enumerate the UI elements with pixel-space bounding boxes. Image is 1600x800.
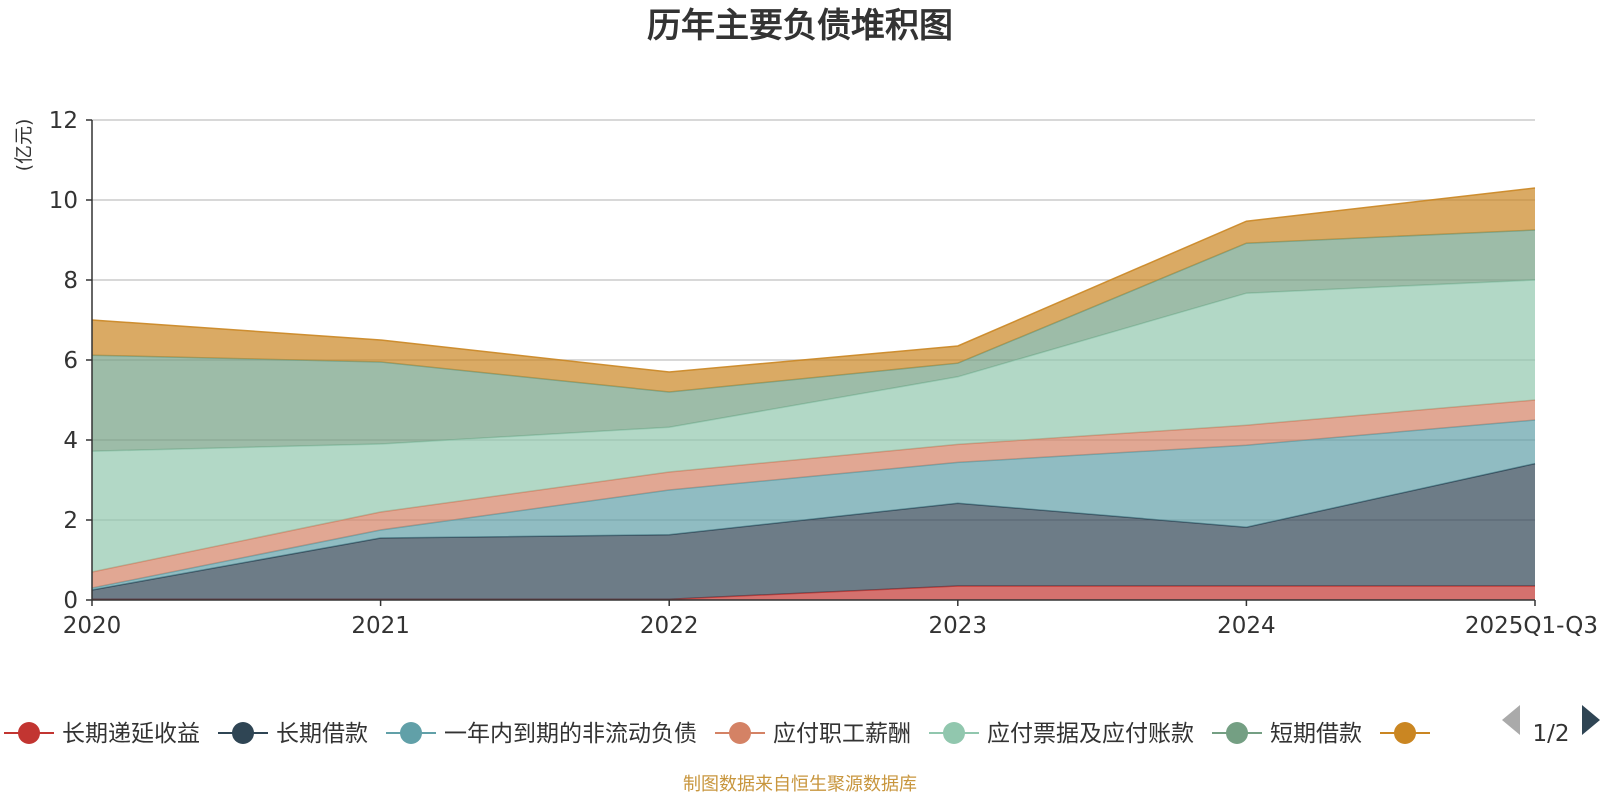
chart-title: 历年主要负债堆积图	[647, 6, 953, 46]
legend-prev-arrow-icon[interactable]	[1502, 705, 1520, 735]
legend-item[interactable]	[1380, 722, 1430, 744]
legend-label: 长期借款	[276, 721, 368, 747]
area-series-4[interactable]	[92, 280, 1535, 572]
x-tick-label: 2021	[351, 613, 410, 639]
x-tick-label: 2020	[63, 613, 122, 639]
legend-marker	[1226, 722, 1248, 744]
y-axis-ticks: 0 2 4 6 8 10 12	[49, 108, 92, 614]
legend-label: 长期递延收益	[62, 721, 200, 747]
legend-marker	[400, 722, 422, 744]
data-source-note: 制图数据来自恒生聚源数据库	[683, 774, 917, 795]
x-tick-label: 2022	[640, 613, 699, 639]
x-axis-ticks: 2020 2021 2022 2023 2024 2025Q1-Q3	[63, 600, 1598, 639]
legend-item[interactable]: 应付票据及应付账款	[929, 721, 1194, 747]
legend-marker	[18, 722, 40, 744]
y-axis-label: (亿元)	[13, 119, 35, 172]
legend-label: 一年内到期的非流动负债	[444, 721, 697, 747]
y-tick-label: 2	[63, 508, 78, 534]
legend-marker	[232, 722, 254, 744]
legend-item[interactable]: 长期递延收益	[4, 721, 200, 747]
legend-item[interactable]: 应付职工薪酬	[715, 721, 911, 747]
legend-marker	[943, 722, 965, 744]
area-series-5[interactable]	[92, 230, 1535, 452]
legend-item[interactable]: 短期借款	[1212, 721, 1362, 747]
y-tick-label: 0	[63, 588, 78, 614]
legend-label: 应付职工薪酬	[773, 721, 911, 747]
legend-item[interactable]: 长期借款	[218, 721, 368, 747]
y-tick-label: 6	[63, 348, 78, 374]
legend-next-arrow-icon[interactable]	[1582, 705, 1600, 735]
area-series-1[interactable]	[92, 463, 1535, 600]
x-tick-label: 2025Q1-Q3	[1465, 613, 1598, 639]
x-tick-label: 2024	[1217, 613, 1276, 639]
legend: 长期递延收益 长期借款 一年内到期的非流动负债 应付职工薪酬 应付票据及应付账款 短期借款	[4, 721, 1430, 747]
stacked-areas	[91, 187, 1536, 600]
legend-marker	[1394, 722, 1416, 744]
legend-label: 应付票据及应付账款	[987, 721, 1194, 747]
area-series-line-6	[91, 187, 1536, 373]
y-tick-label: 12	[49, 108, 78, 134]
legend-marker	[729, 722, 751, 744]
area-series-2[interactable]	[92, 420, 1535, 590]
legend-page-indicator: 1/2	[1532, 721, 1569, 747]
legend-item[interactable]: 一年内到期的非流动负债	[386, 721, 697, 747]
area-series-6[interactable]	[92, 188, 1535, 392]
y-tick-label: 8	[63, 268, 78, 294]
legend-label: 短期借款	[1270, 721, 1362, 747]
y-tick-label: 10	[49, 188, 78, 214]
legend-pager: 1/2	[1502, 705, 1600, 747]
area-series-3[interactable]	[92, 400, 1535, 588]
x-tick-label: 2023	[929, 613, 988, 639]
y-tick-label: 4	[63, 428, 78, 454]
